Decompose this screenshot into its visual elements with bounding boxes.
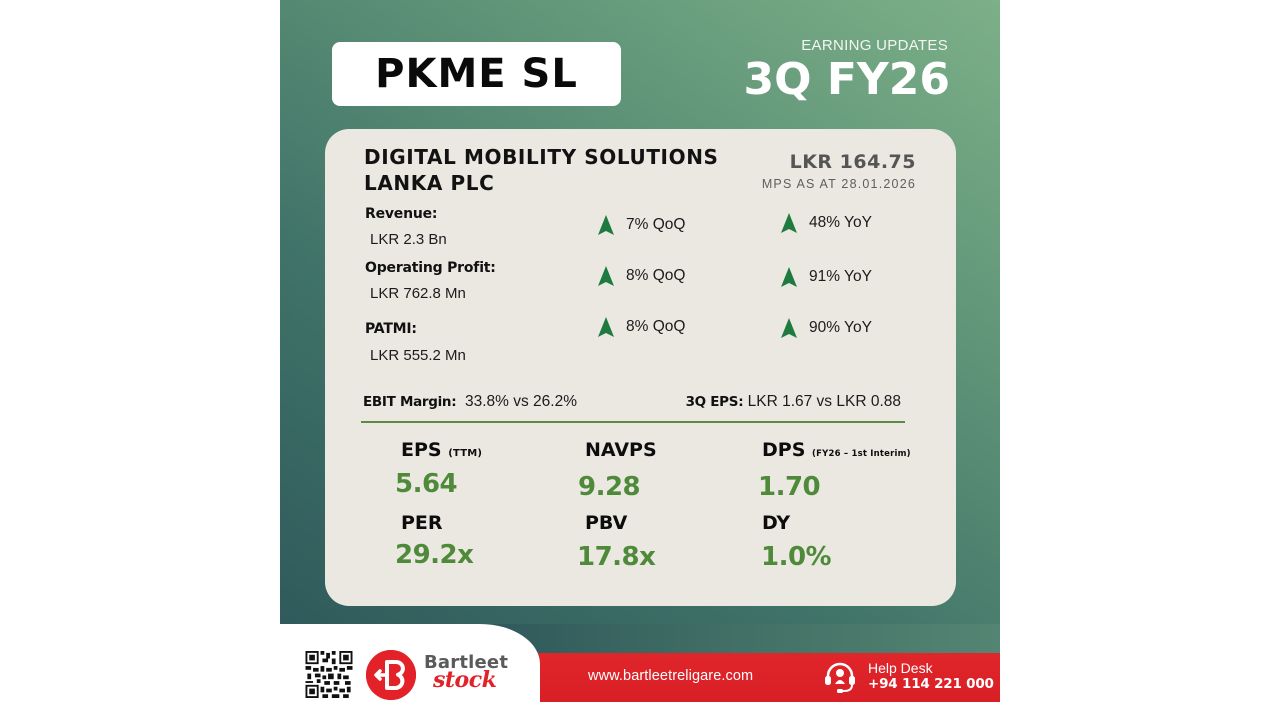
revenue-label: Revenue:: [365, 206, 438, 222]
headset-icon: [825, 662, 855, 693]
up-arrow-icon: [598, 266, 614, 286]
up-arrow-icon: [781, 318, 797, 338]
up-arrow-icon: [781, 213, 797, 233]
up-arrow-icon: [598, 215, 614, 235]
operating-profit-label: Operating Profit:: [365, 260, 496, 276]
footer-red-bar: [520, 653, 1000, 702]
up-arrow-icon: [781, 267, 797, 287]
kpi-eps-label: EPS (TTM): [401, 439, 483, 461]
update-label: EARNING UPDATES: [801, 37, 948, 54]
revenue-value: LKR 2.3 Bn: [370, 231, 447, 248]
qr-code-icon[interactable]: [305, 651, 353, 698]
ticker-symbol: PKME SL: [375, 51, 578, 97]
footer-teal-wave: [480, 624, 1000, 653]
kpi-dps-value: 1.70: [758, 472, 821, 502]
ticker-badge: PKME SL: [332, 42, 621, 106]
quarter-eps: 3Q EPS: LKR 1.67 vs LKR 0.88: [685, 393, 901, 410]
helpdesk-label: Help Desk: [868, 660, 933, 676]
bartleet-logo-icon[interactable]: [366, 650, 416, 700]
price-date-note: MPS AS AT 28.01.2026: [761, 177, 916, 191]
update-period: 3Q FY26: [743, 54, 951, 105]
helpdesk-phone[interactable]: +94 114 221 000: [868, 676, 994, 692]
operating-profit-yoy: 91% YoY: [781, 267, 872, 287]
patmi-yoy: 90% YoY: [781, 318, 872, 338]
earnings-poster: PKME SL EARNING UPDATES 3Q FY26 DIGITAL …: [280, 0, 1000, 720]
kpi-pbv-label: PBV: [585, 512, 628, 534]
company-name: DIGITAL MOBILITY SOLUTIONS LANKA PLC: [364, 145, 719, 195]
kpi-per-value: 29.2x: [395, 540, 474, 570]
operating-profit-value: LKR 762.8 Mn: [370, 285, 466, 302]
up-arrow-icon: [598, 317, 614, 337]
kpi-navps-value: 9.28: [578, 472, 641, 502]
section-divider: [361, 421, 905, 423]
ebit-margin: EBIT Margin: 33.8% vs 26.2%: [363, 393, 577, 410]
kpi-eps-value: 5.64: [395, 469, 458, 499]
website-link[interactable]: www.bartleetreligare.com: [588, 668, 754, 684]
brand-name: Bartleet: [424, 652, 509, 673]
kpi-pbv-value: 17.8x: [577, 542, 656, 572]
kpi-navps-label: NAVPS: [585, 439, 657, 461]
brand-subname: stock: [433, 667, 497, 693]
share-price: LKR 164.75: [789, 151, 916, 173]
operating-profit-qoq: 8% QoQ: [598, 266, 685, 286]
revenue-yoy: 48% YoY: [781, 213, 872, 233]
revenue-qoq: 7% QoQ: [598, 215, 685, 235]
results-card: DIGITAL MOBILITY SOLUTIONS LANKA PLC LKR…: [325, 129, 956, 606]
kpi-dps-label: DPS (FY26 – 1st Interim): [762, 439, 911, 461]
patmi-qoq: 8% QoQ: [598, 317, 685, 337]
kpi-per-label: PER: [401, 512, 443, 534]
patmi-label: PATMI:: [365, 321, 417, 337]
kpi-dy-label: DY: [762, 512, 791, 534]
patmi-value: LKR 555.2 Mn: [370, 347, 466, 364]
kpi-dy-value: 1.0%: [761, 542, 832, 572]
